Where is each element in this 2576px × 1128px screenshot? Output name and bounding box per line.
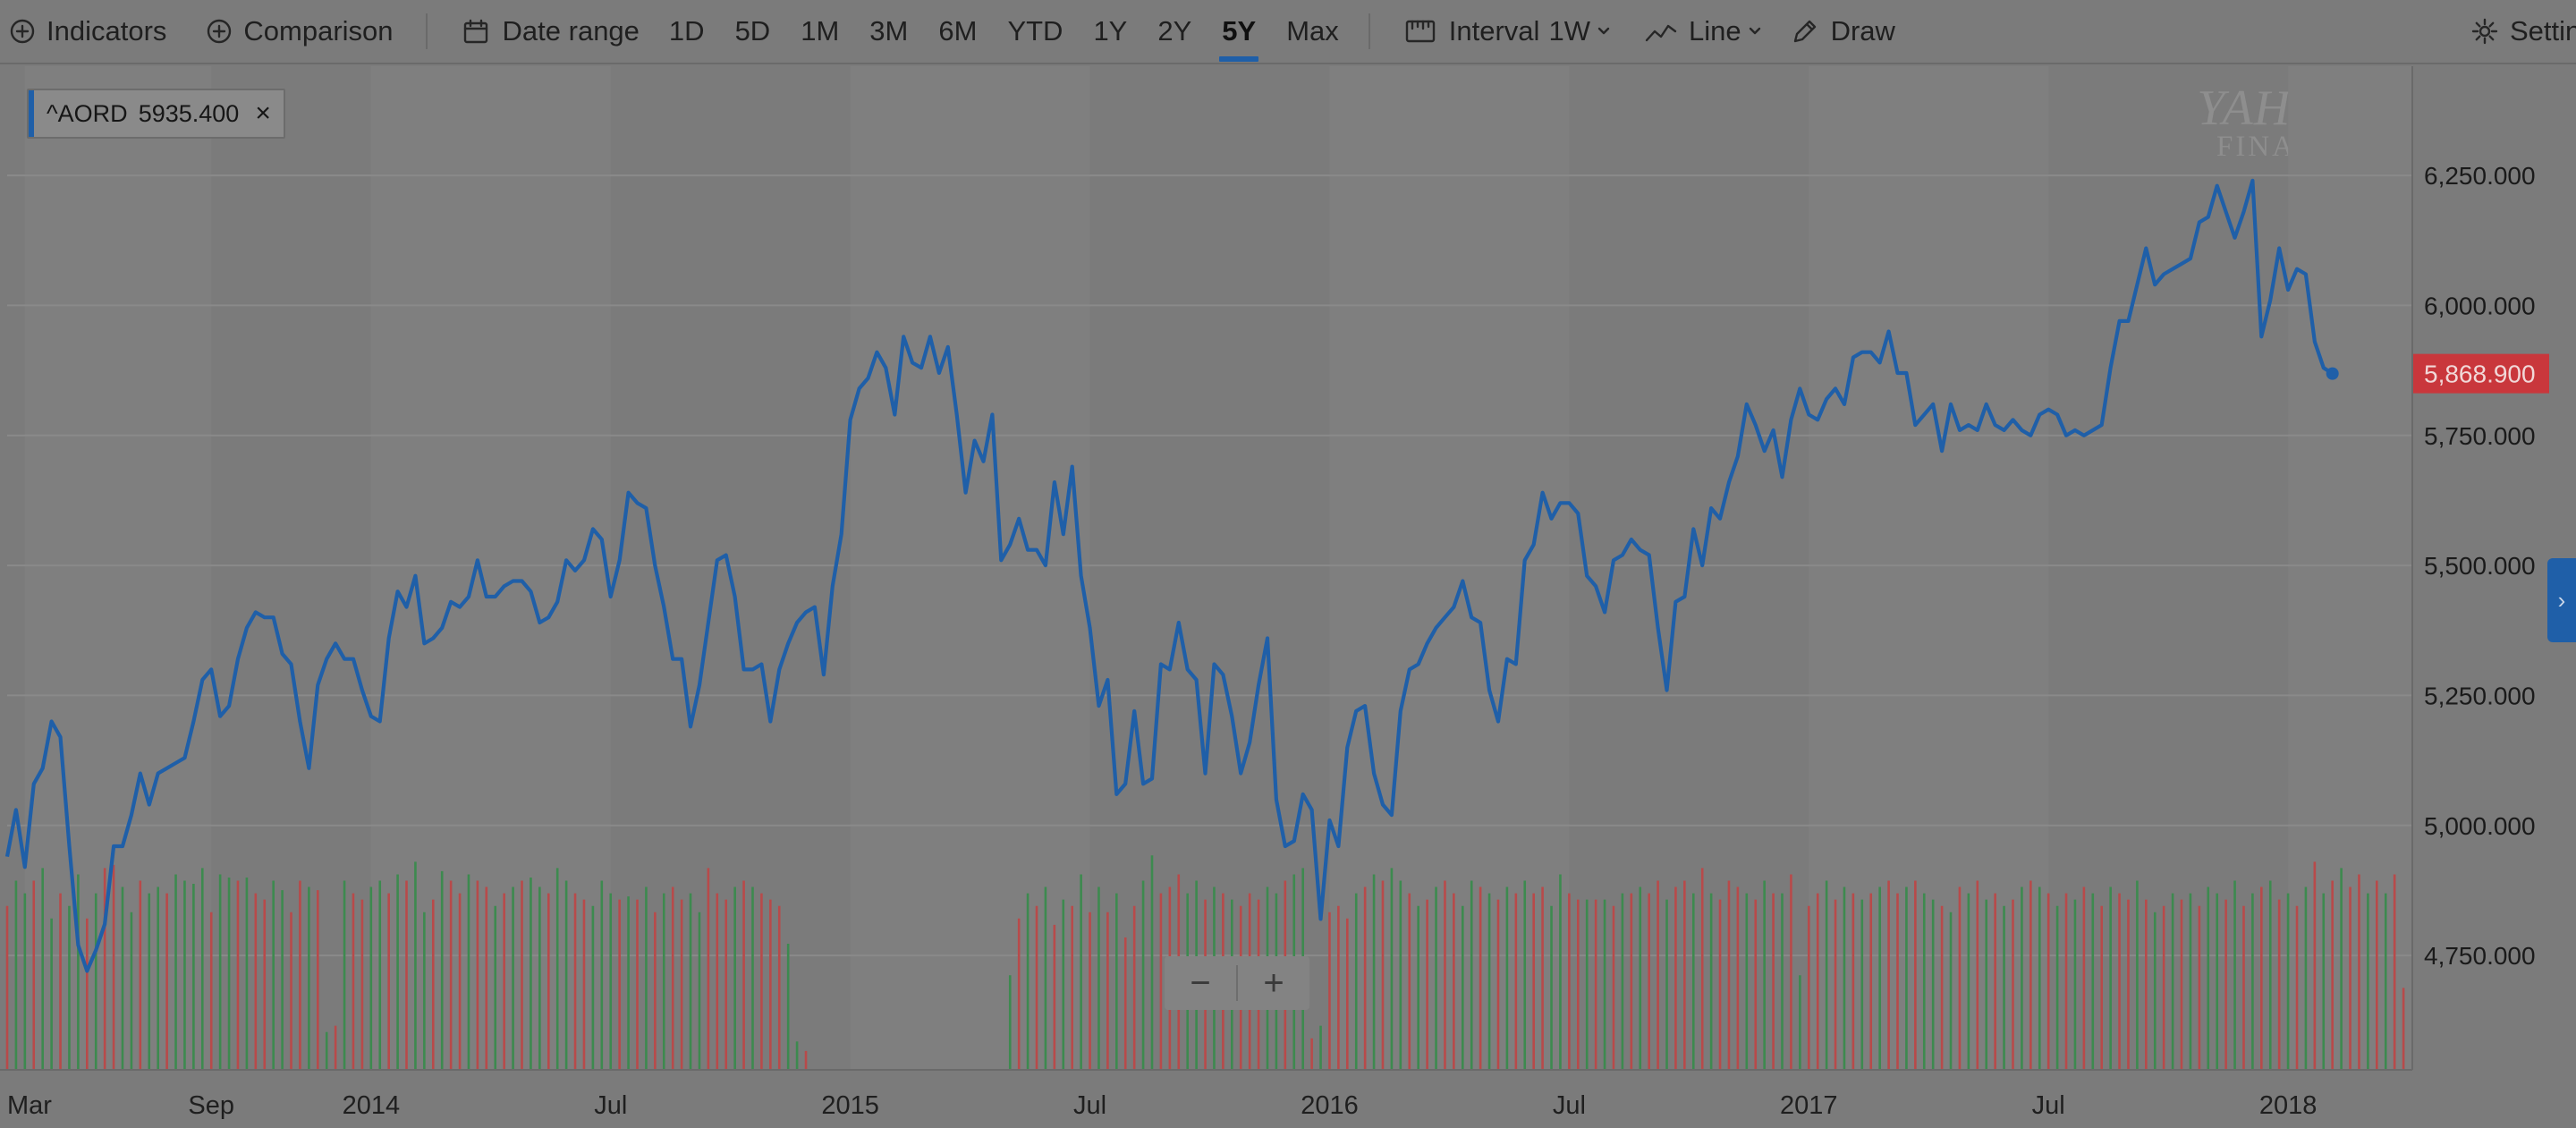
chart-toolbar: Indicators Comparison Date range 1D 5D 1M 3… [0,0,2576,64]
y-tick-label: 6,000.000 [2424,292,2536,319]
plus-circle-icon [208,19,232,44]
line-chart-icon [1645,24,1677,42]
range-tab-max[interactable]: Max [1286,15,1339,47]
price-chart[interactable]: 4,750.000 5,000.000 5,250.000 5,500.000 5,75… [0,66,2576,1128]
period-band [1329,66,1570,1070]
range-tab-1m[interactable]: 1M [801,15,840,47]
range-tab-2y[interactable]: 2Y [1157,15,1192,47]
settings-button[interactable]: Settings [2470,0,2576,64]
x-tick-label: 2016 [1301,1091,1359,1120]
range-tab-1d[interactable]: 1D [668,15,705,47]
chevron-down-icon [1749,27,1760,35]
range-tab-5y[interactable]: 5Y [1207,0,1271,64]
range-tab-3m[interactable]: 3M [869,15,909,47]
y-tick-label: 5,000.000 [2424,812,2536,840]
last-point-marker [2326,367,2339,380]
y-tick-label: 5,750.000 [2424,422,2536,450]
period-band [1809,66,2049,1070]
zoom-controls: − + [1165,956,1309,1010]
range-tab-6m[interactable]: 6M [938,15,978,47]
price-line [4,178,2334,973]
zoom-in-button[interactable]: + [1263,963,1284,1003]
current-price-badge [2413,353,2549,394]
draw-label: Draw [1830,15,1895,47]
chart-type-label: Line [1688,15,1741,47]
gear-icon [2471,18,2498,45]
x-tick-label: Jul [2032,1091,2065,1120]
range-tab-1y[interactable]: 1Y [1093,15,1128,47]
period-band [850,66,1090,1070]
comparison-label: Comparison [243,15,394,47]
plus-circle-icon [10,19,35,44]
comparison-button[interactable]: Comparison [206,0,394,64]
range-tab-5d[interactable]: 5D [734,15,771,47]
x-tick-label: 2017 [1780,1091,1838,1120]
toolbar-divider [1368,13,1370,49]
zoom-out-button[interactable]: − [1190,963,1211,1003]
indicators-label: Indicators [47,15,167,47]
interval-label: Interval [1448,15,1540,47]
side-panel-toggle[interactable]: › [2547,558,2576,642]
pencil-icon [1793,20,1816,43]
interval-dropdown[interactable]: Interval 1W [1404,0,1610,64]
toolbar-divider [425,13,428,49]
y-tick-label: 6,250.000 [2424,162,2536,190]
x-tick-label: 2015 [821,1091,879,1120]
interval-value: 1W [1548,15,1590,47]
indicators-button[interactable]: Indicators [9,0,166,64]
series-legend-chip: ^AORD 5935.400 × [27,89,285,139]
period-band [24,66,212,1070]
x-tick-label: Jul [594,1091,627,1120]
x-tick-label: Jul [1073,1091,1106,1120]
ruler-icon [1405,20,1435,43]
current-price-label: 5,868.900 [2424,360,2536,388]
x-tick-label: 2014 [343,1091,401,1120]
chevron-down-icon [1597,27,1610,35]
series-color-swatch [29,90,34,137]
calendar-icon [463,19,487,44]
y-tick-label: 4,750.000 [2424,942,2536,970]
chevron-right-icon: › [2557,586,2566,614]
y-tick-label: 5,500.000 [2424,552,2536,580]
date-range-label: Date range [502,15,640,47]
y-tick-label: 5,250.000 [2424,682,2536,709]
range-tabs: 1D 5D 1M 3M 6M YTD 1Y 2Y 5Y Max [654,0,1354,64]
chart-type-dropdown[interactable]: Line [1644,0,1761,64]
x-tick-label: Sep [188,1091,234,1120]
x-tick-label: Jul [1553,1091,1586,1120]
date-range-button[interactable]: Date range [462,0,640,64]
range-tab-ytd[interactable]: YTD [1007,15,1063,47]
legend-value: 5935.400 [138,99,240,127]
legend-symbol: ^AORD [47,99,128,127]
close-icon[interactable]: × [255,98,271,128]
settings-label: Settings [2510,15,2576,47]
draw-button[interactable]: Draw [1790,0,1895,64]
zoom-divider [1236,965,1238,1001]
x-tick-label: Mar [7,1091,52,1120]
x-tick-label: 2018 [2259,1091,2318,1120]
